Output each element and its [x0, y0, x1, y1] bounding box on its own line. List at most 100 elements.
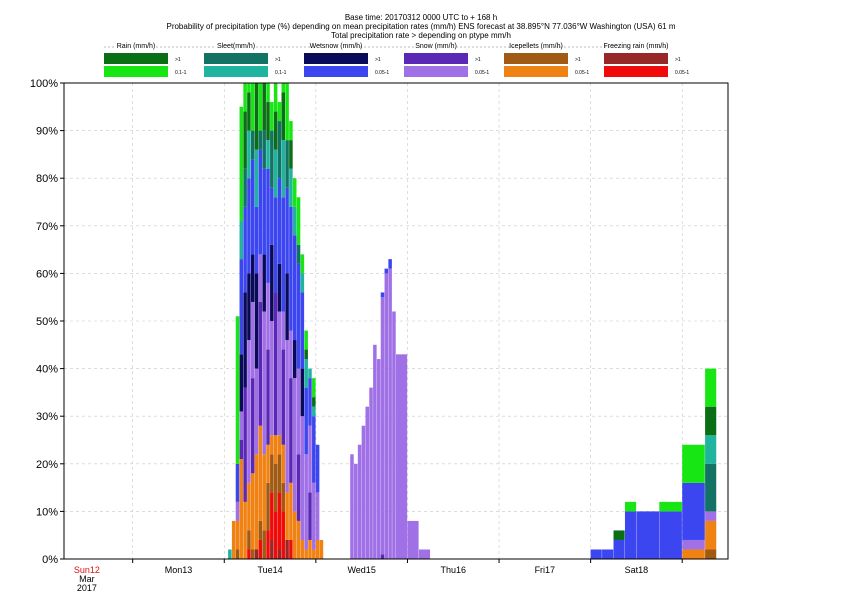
bar-segment-sleet-lo	[247, 130, 251, 179]
bar-segment-sleet-lo	[289, 168, 293, 207]
bar-segment-wetsnow-lo	[239, 259, 244, 355]
bar-segment-snow-lo	[369, 387, 373, 559]
bar-segment-snow-lo	[380, 297, 385, 555]
bar-segment-sleet-hi	[705, 463, 717, 512]
bar-segment-wetsnow-lo	[312, 416, 316, 483]
bar-segment-sleet-lo	[312, 406, 316, 417]
bar-segment-snow-hi	[380, 554, 385, 559]
legend-title-bg	[216, 42, 256, 50]
bar-segment-rain-hi	[312, 397, 316, 407]
bar-segment-snow-lo	[392, 311, 396, 559]
bar-segment-sleet-hi	[285, 140, 289, 188]
legend-group-title: Sleet(mm/h)	[217, 43, 255, 50]
bar-segment-snow-lo	[289, 330, 293, 379]
legend-swatch-high	[104, 53, 168, 64]
bar-segment-wetsnow-hi	[292, 340, 297, 379]
bar-segment-wetsnow-lo	[308, 378, 312, 426]
bar-segment-snow-lo	[384, 273, 389, 559]
bar-segment-freezing-lo	[277, 492, 282, 550]
bar-segment-ice-hi	[705, 549, 717, 559]
bar-segment-wetsnow-lo	[285, 187, 289, 274]
bar-segment-snow-lo	[285, 340, 289, 493]
legend-swatch-low	[604, 66, 668, 77]
bar-segment-ice-lo	[266, 444, 270, 483]
bar-segment-wetsnow-hi	[254, 273, 259, 369]
legend-title-bg	[416, 42, 456, 50]
bar-segment-ice-hi	[266, 482, 270, 531]
y-tick-label: 70%	[36, 221, 58, 233]
bar-segment-wetsnow-lo	[304, 387, 308, 455]
bar-segment-rain-hi	[254, 83, 259, 150]
bar-segment-ice-lo	[277, 435, 282, 455]
y-tick-label: 30%	[36, 411, 58, 423]
bar-segment-sleet-hi	[243, 168, 247, 207]
bar-segment-sleet-hi	[262, 130, 266, 169]
bar-segment-snow-hi	[258, 301, 263, 426]
bar-segment-snow-lo	[376, 359, 381, 559]
bar-segment-ice-hi	[270, 454, 274, 493]
y-tick-label: 60%	[36, 268, 58, 280]
title-line-3: Total precipitation rate > depending on …	[331, 31, 511, 40]
bar-segment-ice-hi	[247, 530, 251, 550]
bar-segment-snow-lo	[418, 549, 431, 559]
bar-segment-wetsnow-hi	[277, 263, 282, 312]
bar-segment-wetsnow-lo	[659, 511, 682, 559]
bar-segment-ice-hi	[250, 549, 255, 559]
bar-segment-freezing-hi	[277, 549, 282, 559]
bar-segment-freezing-lo	[247, 549, 251, 559]
bar-segment-wetsnow-lo	[292, 235, 297, 341]
bar-segment-wetsnow-lo	[254, 206, 259, 274]
bar-segment-wetsnow-hi	[285, 273, 289, 341]
legend-swatch-high	[204, 53, 268, 64]
bar-segment-rain-lo	[304, 330, 308, 350]
bar-segment-ice-lo	[273, 435, 278, 464]
bar-segment-wetsnow-lo	[315, 444, 320, 493]
bar-segment-snow-hi	[289, 378, 293, 483]
bar-segment-snow-lo	[388, 268, 392, 559]
bar-segment-sleet-lo	[254, 149, 259, 207]
bar-segment-snow-lo	[312, 482, 316, 550]
bar-segment-ice-lo	[247, 482, 251, 531]
bar-segment-rain-lo	[296, 197, 301, 245]
bar-segment-wetsnow-lo	[613, 539, 625, 559]
bar-segment-wetsnow-lo	[247, 178, 251, 274]
bar-segment-sleet-hi	[270, 130, 274, 188]
legend-group-title: Snow (mm/h)	[415, 43, 457, 50]
bar-segment-ice-hi	[281, 482, 286, 512]
bar-segment-wetsnow-lo	[235, 463, 240, 502]
bar-segment-wetsnow-lo	[624, 511, 637, 559]
bar-segment-wetsnow-hi	[243, 292, 247, 388]
title-line-2: Probability of precipitation type (%) de…	[166, 22, 675, 31]
legend-label-high: >1	[275, 57, 281, 63]
legend-swatch-low	[304, 66, 368, 77]
y-tick-label: 40%	[36, 364, 58, 376]
legend-label-low: 0.05-1	[675, 70, 689, 76]
bar-segment-rain-lo	[285, 83, 289, 141]
bar-segment-ice-lo	[281, 444, 286, 483]
bar-segment-rain-lo	[659, 501, 682, 512]
x-tick-label: Sun12	[74, 565, 100, 575]
bar-segment-snow-hi	[239, 440, 244, 460]
bar-segment-freezing-lo	[258, 539, 263, 559]
bar-segment-sleet-hi	[277, 121, 282, 179]
legend-group-title: Freezing rain (mm/h)	[604, 43, 669, 50]
bar-segment-ice-lo	[289, 482, 293, 540]
bar-segment-sleet-lo	[304, 359, 308, 388]
bar-segment-snow-lo	[277, 311, 282, 436]
bar-segment-ice-lo	[285, 492, 289, 540]
bar-segment-ice-lo	[315, 539, 320, 559]
legend-label-high: >1	[475, 57, 481, 63]
bar-segment-ice-lo	[250, 473, 255, 550]
bar-segment-ice-lo	[308, 539, 312, 559]
bar-segment-snow-hi	[281, 349, 286, 445]
bar-segment-rain-lo	[258, 83, 263, 131]
bar-segment-rain-hi	[266, 102, 270, 141]
legend-group-title: Icepellets (mm/h)	[509, 43, 563, 50]
bar-segment-rain-hi	[262, 83, 266, 131]
bar-segment-snow-lo	[705, 511, 717, 521]
bar-segment-ice-hi	[235, 549, 240, 559]
y-tick-label: 100%	[30, 78, 58, 90]
legend-group-title: Rain (mm/h)	[117, 43, 156, 50]
bar-segment-wetsnow-hi	[262, 254, 266, 312]
